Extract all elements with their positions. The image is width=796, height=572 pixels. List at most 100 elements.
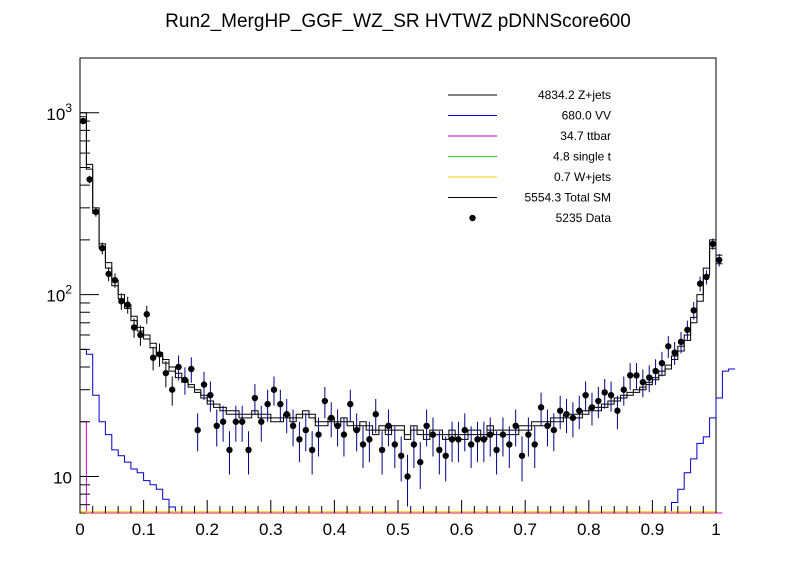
data-point-marker xyxy=(219,418,227,425)
data-point xyxy=(588,392,596,426)
data-point-marker xyxy=(601,389,608,396)
data-point-marker xyxy=(703,273,710,281)
data-point xyxy=(461,413,468,452)
data-point xyxy=(105,267,112,282)
data-point-marker xyxy=(149,354,157,361)
data-point-marker xyxy=(588,404,596,411)
data-point-marker xyxy=(207,391,214,399)
data-point xyxy=(245,431,252,475)
legend-label: 4.8 single t xyxy=(553,150,612,164)
data-point xyxy=(696,276,704,292)
data-point xyxy=(423,409,430,447)
data-point xyxy=(353,413,360,452)
data-point-marker xyxy=(137,331,144,339)
data-point-marker xyxy=(442,452,449,459)
data-point xyxy=(626,363,634,390)
x-tick-label: 0.8 xyxy=(577,520,601,539)
data-point xyxy=(455,421,462,463)
data-point xyxy=(474,421,481,463)
legend-label: 5554.3 Total SM xyxy=(524,191,611,205)
data-point xyxy=(308,431,316,475)
legend-marker xyxy=(469,214,476,222)
data-point xyxy=(442,436,449,482)
x-tick-label: 0.1 xyxy=(132,520,156,539)
data-point xyxy=(340,417,348,457)
data-point-marker xyxy=(620,386,627,393)
data-point-marker xyxy=(372,411,379,418)
data-point xyxy=(200,371,208,400)
data-point xyxy=(283,398,290,434)
data-point xyxy=(652,359,659,386)
data-point xyxy=(607,381,615,412)
data-point-marker xyxy=(544,422,551,430)
x-tick-label: 0.2 xyxy=(195,520,219,539)
data-point xyxy=(296,421,303,463)
y-tick-label: 102 xyxy=(46,283,72,306)
data-point xyxy=(378,431,386,475)
data-point xyxy=(207,381,214,412)
data-point-marker xyxy=(455,436,462,443)
data-point-marker xyxy=(124,301,131,308)
data-point xyxy=(715,253,723,267)
data-point xyxy=(576,395,583,430)
data-point xyxy=(537,392,545,426)
data-point xyxy=(684,320,691,341)
data-point xyxy=(347,389,354,422)
data-point xyxy=(467,426,475,469)
data-point-marker xyxy=(512,422,519,430)
data-point-marker xyxy=(391,441,399,448)
data-point-marker xyxy=(251,394,259,402)
data-point-marker xyxy=(487,431,494,438)
data-point-marker xyxy=(118,298,125,305)
legend-label: 5235 Data xyxy=(556,211,612,225)
data-point xyxy=(188,357,195,383)
data-point-marker xyxy=(677,338,685,346)
data-point-marker xyxy=(258,418,265,425)
data-point xyxy=(518,436,526,482)
data-point-marker xyxy=(429,431,437,438)
data-point-marker xyxy=(518,452,526,459)
data-point xyxy=(137,325,144,346)
data-point-marker xyxy=(226,446,233,454)
data-point-marker xyxy=(334,422,341,430)
data-point-marker xyxy=(658,359,666,367)
data-point-marker xyxy=(277,400,284,408)
data-point-marker xyxy=(92,208,100,216)
data-point xyxy=(162,361,170,388)
data-point xyxy=(149,346,157,371)
data-point-marker xyxy=(238,418,246,425)
data-point xyxy=(270,376,278,406)
data-point xyxy=(417,442,424,490)
data-point xyxy=(671,341,678,365)
data-point-marker xyxy=(264,400,271,408)
legend-entry: 5554.3 Total SM xyxy=(448,191,611,205)
data-point xyxy=(372,398,379,434)
data-point-marker xyxy=(448,436,456,443)
data-point-marker xyxy=(194,426,201,434)
data-point-marker xyxy=(614,407,621,414)
data-point-marker xyxy=(181,376,189,384)
legend-label: 680.0 VV xyxy=(562,109,611,123)
data-point xyxy=(487,417,494,457)
data-point-marker xyxy=(188,365,195,373)
data-point-marker xyxy=(696,280,704,287)
data-point xyxy=(156,343,163,367)
data-point xyxy=(404,454,411,507)
data-point-marker xyxy=(156,351,163,358)
data-point-marker xyxy=(506,441,513,448)
data-point-marker xyxy=(111,277,119,284)
chart-title: Run2_MergHP_GGF_WZ_SR HVTWZ pDNNScore600 xyxy=(165,11,631,32)
data-point-marker xyxy=(467,441,475,448)
data-point xyxy=(658,351,666,377)
data-point-marker xyxy=(340,431,348,438)
data-point-marker xyxy=(417,458,424,466)
data-point-marker xyxy=(525,431,532,438)
data-point-marker xyxy=(162,369,170,377)
x-tick-label: 0.6 xyxy=(450,520,474,539)
legend-label: 4834.2 Z+jets xyxy=(538,88,611,102)
data-point xyxy=(226,431,233,475)
data-point-marker xyxy=(359,441,367,448)
legend-entry: 5235 Data xyxy=(469,211,611,225)
data-point xyxy=(506,426,513,469)
